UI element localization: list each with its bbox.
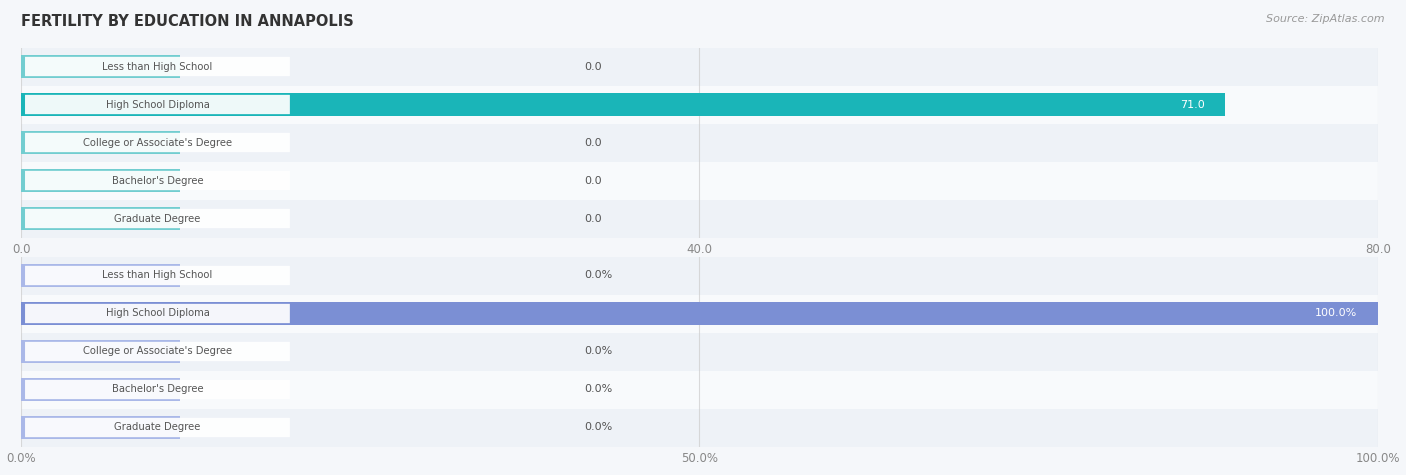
Text: Bachelor's Degree: Bachelor's Degree bbox=[111, 175, 204, 186]
FancyBboxPatch shape bbox=[25, 133, 290, 152]
Text: 100.0%: 100.0% bbox=[1315, 308, 1358, 319]
Bar bbox=[21, 131, 180, 154]
Bar bbox=[21, 256, 1378, 294]
FancyBboxPatch shape bbox=[25, 380, 290, 399]
Text: Graduate Degree: Graduate Degree bbox=[114, 213, 201, 224]
Text: College or Associate's Degree: College or Associate's Degree bbox=[83, 346, 232, 357]
Bar bbox=[21, 200, 1378, 238]
Bar bbox=[21, 370, 1378, 408]
Bar bbox=[21, 169, 180, 192]
Text: 0.0%: 0.0% bbox=[583, 270, 613, 281]
Bar bbox=[21, 378, 180, 401]
Bar bbox=[21, 55, 180, 78]
Text: Source: ZipAtlas.com: Source: ZipAtlas.com bbox=[1267, 14, 1385, 24]
Text: College or Associate's Degree: College or Associate's Degree bbox=[83, 137, 232, 148]
Bar bbox=[21, 294, 1378, 332]
Bar bbox=[21, 416, 180, 439]
FancyBboxPatch shape bbox=[25, 304, 290, 323]
FancyBboxPatch shape bbox=[25, 57, 290, 76]
Text: Less than High School: Less than High School bbox=[103, 61, 212, 72]
Text: 0.0: 0.0 bbox=[583, 137, 602, 148]
FancyBboxPatch shape bbox=[25, 266, 290, 285]
Text: 71.0: 71.0 bbox=[1180, 99, 1205, 110]
Text: 0.0: 0.0 bbox=[583, 175, 602, 186]
FancyBboxPatch shape bbox=[25, 418, 290, 437]
Text: High School Diploma: High School Diploma bbox=[105, 99, 209, 110]
Text: Graduate Degree: Graduate Degree bbox=[114, 422, 201, 433]
Text: High School Diploma: High School Diploma bbox=[105, 308, 209, 319]
Bar bbox=[21, 264, 180, 287]
Bar bbox=[21, 162, 1378, 199]
Text: 0.0: 0.0 bbox=[583, 213, 602, 224]
Text: Bachelor's Degree: Bachelor's Degree bbox=[111, 384, 204, 395]
Bar bbox=[21, 124, 1378, 162]
Text: 0.0%: 0.0% bbox=[583, 384, 613, 395]
FancyBboxPatch shape bbox=[25, 342, 290, 361]
Bar bbox=[21, 340, 180, 363]
Bar bbox=[21, 86, 1378, 124]
Bar bbox=[21, 48, 1378, 86]
FancyBboxPatch shape bbox=[25, 171, 290, 190]
Text: FERTILITY BY EDUCATION IN ANNAPOLIS: FERTILITY BY EDUCATION IN ANNAPOLIS bbox=[21, 14, 354, 29]
Bar bbox=[21, 408, 1378, 446]
Bar bbox=[21, 302, 1378, 325]
Bar bbox=[21, 332, 1378, 371]
Bar bbox=[21, 207, 180, 230]
FancyBboxPatch shape bbox=[25, 209, 290, 228]
Text: 0.0%: 0.0% bbox=[583, 422, 613, 433]
Text: Less than High School: Less than High School bbox=[103, 270, 212, 281]
Text: 0.0%: 0.0% bbox=[583, 346, 613, 357]
Bar bbox=[21, 93, 1225, 116]
Text: 0.0: 0.0 bbox=[583, 61, 602, 72]
FancyBboxPatch shape bbox=[25, 95, 290, 114]
